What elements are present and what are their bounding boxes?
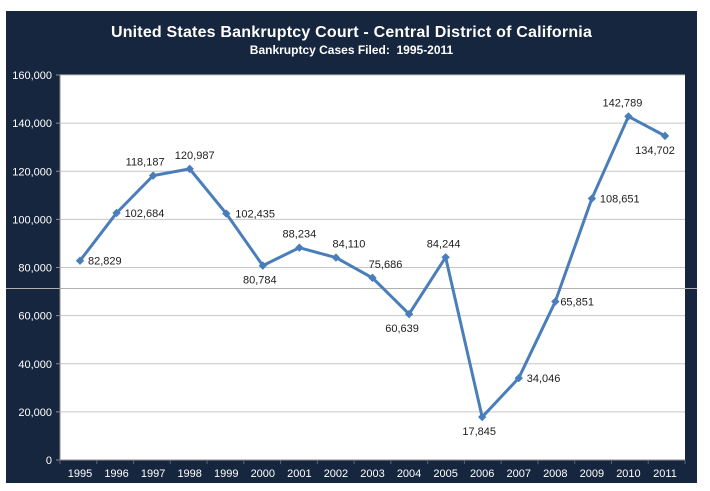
data-point-marker: [587, 194, 597, 203]
data-point-label: 75,686: [369, 259, 403, 271]
y-axis-label: 20,000: [18, 407, 52, 419]
data-point-label: 65,851: [560, 297, 594, 309]
data-point-marker: [222, 209, 231, 218]
y-axis-label: 60,000: [18, 311, 52, 323]
y-axis-label: 100,000: [12, 214, 52, 226]
x-axis-label: 2008: [543, 468, 567, 480]
data-point-marker: [514, 373, 523, 383]
x-axis-label: 1996: [104, 468, 128, 480]
x-axis-label: 2006: [470, 468, 494, 480]
data-point-label: 118,187: [126, 157, 165, 169]
data-point-label: 102,684: [125, 208, 165, 220]
data-point-marker: [112, 208, 121, 218]
data-point-marker: [331, 253, 341, 262]
data-point-marker: [660, 131, 670, 141]
x-axis-label: 2010: [616, 468, 640, 480]
data-point-marker: [148, 171, 158, 180]
x-axis-label: 1997: [141, 468, 165, 480]
data-point-label: 120,987: [175, 150, 215, 162]
data-point-marker: [75, 256, 85, 265]
data-point-label: 102,435: [235, 209, 275, 221]
data-point-marker: [185, 164, 194, 174]
x-axis-label: 2011: [653, 468, 677, 480]
data-point-label: 80,784: [243, 275, 277, 287]
data-point-marker: [441, 253, 450, 262]
data-point-label: 88,234: [283, 229, 317, 241]
x-axis-label: 1999: [214, 468, 238, 480]
y-axis-label: 120,000: [12, 166, 52, 178]
chart-header: United States Bankruptcy Court - Central…: [6, 11, 697, 58]
data-point-label: 84,244: [427, 238, 461, 250]
data-point-label: 17,845: [462, 426, 496, 438]
x-axis-label: 2003: [360, 468, 384, 480]
x-axis-label: 2004: [397, 468, 421, 480]
x-axis-label: 2002: [324, 468, 348, 480]
x-axis-label: 2001: [287, 468, 311, 480]
y-axis-label: 0: [46, 455, 52, 467]
y-axis-label: 160,000: [12, 70, 52, 82]
data-point-marker: [295, 243, 304, 252]
data-point-marker: [404, 309, 414, 319]
chart-title: United States Bankruptcy Court - Central…: [110, 24, 593, 41]
data-point-label: 134,702: [635, 145, 675, 157]
data-point-marker: [477, 412, 487, 422]
y-axis-label: 140,000: [12, 118, 52, 130]
data-point-marker: [258, 261, 268, 270]
data-point-marker: [624, 112, 633, 121]
y-axis-label: 80,000: [18, 263, 52, 275]
data-point-label: 84,110: [333, 239, 366, 251]
stitch-seam-line: [6, 288, 697, 289]
x-axis-label: 2009: [580, 468, 604, 480]
data-point-marker: [368, 273, 377, 283]
y-axis-label: 40,000: [18, 359, 52, 371]
x-axis-label: 1998: [177, 468, 201, 480]
data-point-marker: [551, 297, 560, 306]
chart-subtitle: Bankruptcy Cases Filed: 1995-2011: [249, 43, 454, 57]
x-axis-label: 1995: [68, 468, 92, 480]
data-point-label: 82,829: [88, 256, 122, 268]
x-axis-label: 2007: [507, 468, 531, 480]
data-point-label: 34,046: [527, 373, 561, 385]
x-axis-label: 2005: [433, 468, 457, 480]
data-point-label: 142,789: [603, 97, 643, 109]
x-axis-label: 2000: [251, 468, 275, 480]
data-point-label: 108,651: [600, 194, 640, 206]
data-point-label: 60,639: [385, 323, 419, 335]
